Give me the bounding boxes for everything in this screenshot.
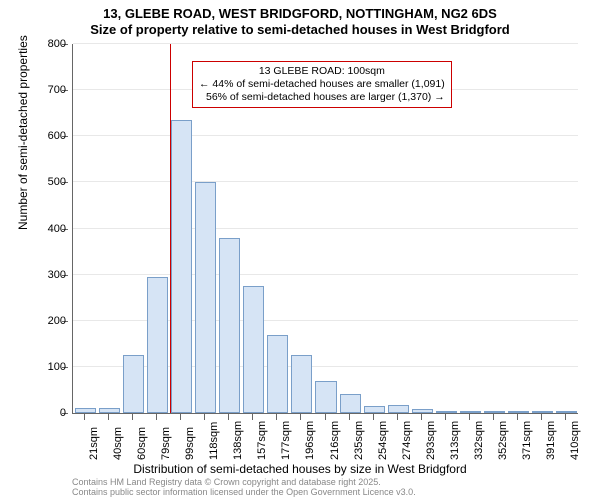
x-tick — [84, 414, 85, 420]
x-tick-label: 410sqm — [569, 421, 581, 460]
x-tick-label: 99sqm — [184, 427, 196, 460]
x-tick — [276, 414, 277, 420]
x-tick-label: 177sqm — [280, 421, 292, 460]
x-axis-title: Distribution of semi-detached houses by … — [0, 462, 600, 476]
chart-container: { "chart": { "type": "histogram", "title… — [0, 0, 600, 500]
histogram-bar — [508, 411, 529, 413]
x-tick — [228, 414, 229, 420]
x-tick-label: 332sqm — [473, 421, 485, 460]
histogram-bar — [364, 406, 385, 413]
x-tick-label: 274sqm — [401, 421, 413, 460]
indicator-line — [170, 44, 171, 413]
x-tick-label: 196sqm — [304, 421, 316, 460]
y-tick-label: 0 — [16, 407, 66, 419]
x-tick-label: 293sqm — [425, 421, 437, 460]
x-tick-label: 40sqm — [112, 427, 124, 460]
histogram-bar — [340, 394, 361, 413]
histogram-bar — [123, 355, 144, 413]
histogram-bar — [243, 286, 264, 413]
x-tick — [397, 414, 398, 420]
chart-title-line2: Size of property relative to semi-detach… — [0, 22, 600, 37]
annotation-line1: 13 GLEBE ROAD: 100sqm — [199, 65, 445, 78]
histogram-bar — [388, 405, 409, 413]
x-tick-label: 254sqm — [377, 421, 389, 460]
x-tick-label: 60sqm — [136, 427, 148, 460]
y-tick-label: 300 — [16, 269, 66, 281]
x-tick-label: 235sqm — [353, 421, 365, 460]
histogram-bar — [195, 182, 216, 413]
histogram-bar — [315, 381, 336, 413]
x-tick — [469, 414, 470, 420]
annotation-line3: 56% of semi-detached houses are larger (… — [199, 91, 445, 104]
y-tick-label: 800 — [16, 38, 66, 50]
x-tick-label: 216sqm — [329, 421, 341, 460]
histogram-bar — [171, 120, 192, 413]
histogram-bar — [147, 277, 168, 413]
y-tick-label: 600 — [16, 130, 66, 142]
x-tick — [517, 414, 518, 420]
gridline — [73, 43, 578, 44]
x-tick — [204, 414, 205, 420]
x-tick — [132, 414, 133, 420]
histogram-bar — [556, 411, 577, 413]
footer-line2: Contains public sector information licen… — [72, 488, 416, 498]
x-tick-label: 79sqm — [160, 427, 172, 460]
histogram-bar — [436, 411, 457, 413]
x-tick-label: 391sqm — [545, 421, 557, 460]
x-tick-label: 371sqm — [521, 421, 533, 460]
gridline — [73, 228, 578, 229]
x-tick — [493, 414, 494, 420]
chart-title-line1: 13, GLEBE ROAD, WEST BRIDGFORD, NOTTINGH… — [0, 6, 600, 21]
x-tick-label: 138sqm — [232, 421, 244, 460]
gridline — [73, 274, 578, 275]
x-tick — [180, 414, 181, 420]
y-tick-label: 200 — [16, 315, 66, 327]
footer: Contains HM Land Registry data © Crown c… — [72, 478, 416, 498]
histogram-bar — [219, 238, 240, 413]
x-tick-label: 313sqm — [449, 421, 461, 460]
x-tick-label: 21sqm — [88, 427, 100, 460]
y-tick-label: 100 — [16, 361, 66, 373]
x-tick — [373, 414, 374, 420]
histogram-bar — [484, 411, 505, 413]
x-tick — [325, 414, 326, 420]
annotation-box: 13 GLEBE ROAD: 100sqm ← 44% of semi-deta… — [192, 61, 452, 108]
histogram-bar — [291, 355, 312, 413]
histogram-bar — [460, 411, 481, 413]
annotation-line2: ← 44% of semi-detached houses are smalle… — [199, 78, 445, 91]
x-tick-label: 352sqm — [497, 421, 509, 460]
y-tick-label: 400 — [16, 223, 66, 235]
x-tick-label: 157sqm — [256, 421, 268, 460]
x-tick — [421, 414, 422, 420]
x-tick — [108, 414, 109, 420]
gridline — [73, 135, 578, 136]
histogram-bar — [412, 409, 433, 413]
x-tick — [252, 414, 253, 420]
histogram-bar — [532, 411, 553, 413]
y-tick-label: 700 — [16, 84, 66, 96]
histogram-bar — [267, 335, 288, 413]
x-tick — [565, 414, 566, 420]
x-tick — [445, 414, 446, 420]
x-tick — [541, 414, 542, 420]
x-tick — [156, 414, 157, 420]
x-tick — [300, 414, 301, 420]
gridline — [73, 181, 578, 182]
x-tick-label: 118sqm — [208, 422, 220, 460]
histogram-bar — [99, 408, 120, 413]
y-tick-label: 500 — [16, 176, 66, 188]
x-tick — [349, 414, 350, 420]
histogram-bar — [75, 408, 96, 413]
